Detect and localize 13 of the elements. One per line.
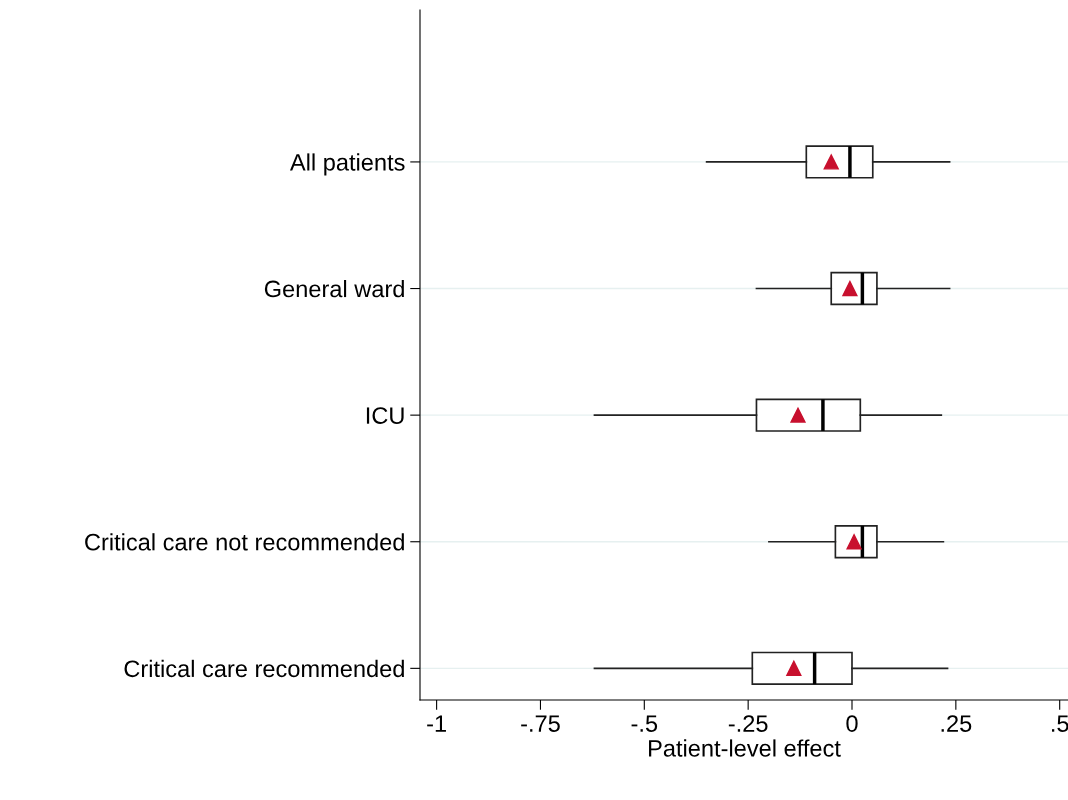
y-tick-label: Critical care recommended <box>124 659 404 678</box>
x-tick-label: .5 <box>1052 715 1068 732</box>
x-tick-label: -.75 <box>521 715 560 732</box>
x-tick-label: -1 <box>427 715 446 732</box>
x-tick-label: 0 <box>846 715 858 732</box>
y-tick-label: General ward <box>264 279 404 298</box>
y-tick-label: All patients <box>289 153 405 176</box>
y-tick-label: ICU <box>366 407 404 424</box>
x-tick-label: -.25 <box>728 715 768 732</box>
x-axis-title: Patient-level effect <box>649 739 841 757</box>
x-tick-label: -.5 <box>631 715 658 732</box>
y-tick-label: Critical care not recommended <box>85 533 404 551</box>
x-tick-label: .25 <box>941 715 972 732</box>
